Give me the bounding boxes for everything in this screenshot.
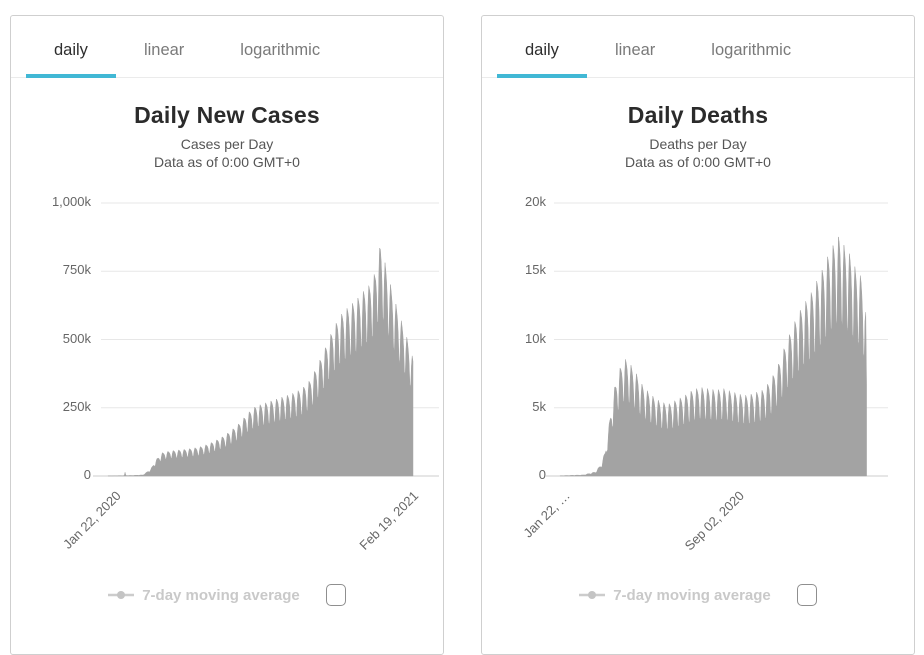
tab-logarithmic[interactable]: logarithmic [240, 41, 321, 59]
legend-series-marker-icon [579, 591, 606, 599]
legend: 7-day moving average [482, 584, 914, 606]
chart-subtitle: Cases per Day Data as of 0:00 GMT+0 [11, 135, 443, 171]
y-axis-tick-label: 750k [62, 262, 91, 277]
y-axis-tick-label: 1,000k [51, 194, 91, 209]
legend-series-marker-icon [108, 591, 135, 599]
tab-linear[interactable]: linear [143, 41, 185, 59]
legend-label[interactable]: 7-day moving average [613, 586, 771, 604]
bar-chart-canvas [93, 202, 439, 477]
tab-logarithmic[interactable]: logarithmic [711, 41, 792, 59]
chart-title: Daily New Cases [134, 102, 320, 128]
bar-chart-canvas [546, 202, 888, 477]
tab-bar: daily linear logarithmic [11, 16, 443, 78]
subtitle-line-1: Deaths per Day [649, 136, 747, 152]
x-axis-tick-label: Sep 02, 2020 [681, 488, 747, 554]
subtitle-line-1: Cases per Day [180, 136, 274, 152]
y-axis-tick-label: 15k [525, 262, 546, 277]
x-axis-tick-label: Feb 19, 2021 [356, 488, 422, 553]
x-axis-tick-label: Jan 22, 2020 [59, 488, 124, 552]
tab-daily[interactable]: daily [26, 16, 116, 78]
y-axis-tick-label: 0 [83, 467, 91, 482]
subtitle-line-2: Data as of 0:00 GMT+0 [625, 154, 771, 170]
daily-deaths-panel: daily linear logarithmic Daily Deaths De… [481, 15, 915, 655]
moving-average-checkbox[interactable] [796, 584, 817, 606]
chart-subtitle: Deaths per Day Data as of 0:00 GMT+0 [482, 135, 914, 171]
y-axis-tick-label: 20k [525, 194, 546, 209]
tab-linear[interactable]: linear [614, 41, 656, 59]
legend-label[interactable]: 7-day moving average [142, 586, 300, 604]
legend: 7-day moving average [11, 584, 443, 606]
plot-area: 1,000k 750k 500k 250k 0 Jan 22, 2020 Feb… [11, 194, 443, 553]
y-axis-tick-label: 10k [525, 331, 546, 346]
tab-bar: daily linear logarithmic [482, 16, 914, 78]
plot-area: 20k 15k 10k 5k 0 Jan 22, … Sep 02, 2020 [482, 194, 914, 553]
chart-title: Daily Deaths [627, 102, 769, 128]
tab-daily[interactable]: daily [497, 16, 587, 78]
subtitle-line-2: Data as of 0:00 GMT+0 [154, 154, 300, 170]
moving-average-checkbox[interactable] [325, 584, 346, 606]
y-axis-tick-label: 0 [538, 467, 546, 482]
y-axis-tick-label: 5k [532, 399, 546, 414]
daily-new-cases-panel: daily linear logarithmic Daily New Cases… [10, 15, 444, 655]
y-axis-tick-label: 250k [62, 399, 91, 414]
y-axis-tick-label: 500k [62, 331, 91, 346]
